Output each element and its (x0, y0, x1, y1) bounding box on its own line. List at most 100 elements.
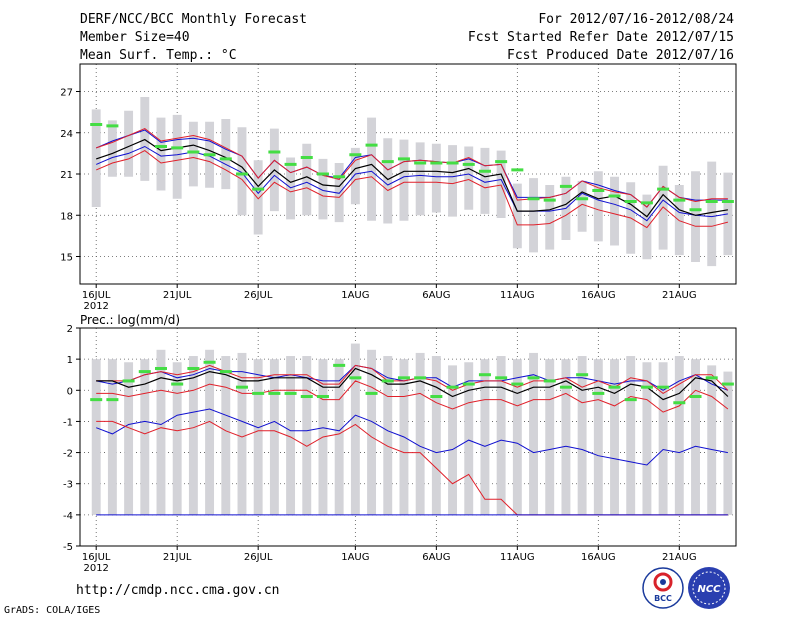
grads-credit: GrADS: COLA/IGES (4, 605, 101, 616)
ensemble-range-bar (302, 356, 312, 515)
observed-marker (203, 360, 216, 364)
ensemble-range-bar (480, 359, 490, 515)
ensemble-range-bar (221, 356, 231, 515)
observed-marker (252, 187, 265, 191)
observed-marker (608, 194, 621, 198)
ensemble-range-bar (302, 143, 312, 216)
member-size: Member Size=40 (80, 30, 190, 45)
chart-title: DERF/NCC/BCC Monthly Forecast (80, 12, 307, 27)
observed-marker (576, 197, 589, 201)
ensemble-range-bar (691, 171, 700, 262)
ensemble-range-bar (448, 145, 457, 217)
observed-marker (414, 161, 427, 165)
precip-panel-title: Prec.: log(mm/d) (80, 313, 180, 327)
x-tick-label: 21AUG (662, 290, 697, 301)
observed-marker (219, 370, 232, 374)
observed-marker (608, 385, 621, 389)
ensemble-range-bar (480, 147, 490, 214)
svg-text:NCC: NCC (697, 584, 721, 595)
observed-marker (349, 153, 362, 157)
forecast-produced-date: Fcst Produced Date 2012/07/16 (507, 48, 734, 63)
observed-marker (559, 184, 572, 188)
ensemble-range-bar (593, 171, 603, 242)
observed-marker (689, 395, 702, 399)
lower-envelope-line (96, 408, 728, 466)
ensemble-range-bar (172, 114, 182, 199)
x-tick-label: 16AUG (581, 552, 616, 563)
observed-marker (673, 401, 686, 405)
observed-marker (349, 376, 362, 380)
mean-plus-sd-line (96, 364, 729, 394)
observed-marker (90, 398, 103, 402)
ensemble-range-bar (253, 359, 263, 515)
ensemble-range-bar (464, 362, 474, 515)
observed-marker (576, 373, 589, 377)
observed-marker (381, 379, 394, 383)
y-tick-label: -1 (63, 417, 73, 428)
observed-marker (171, 146, 184, 150)
observed-marker (235, 385, 248, 389)
ensemble-range-bar (286, 157, 296, 220)
observed-marker (365, 143, 378, 147)
ensemble-range-bar (464, 146, 474, 210)
observed-marker (478, 169, 491, 173)
ensemble-range-bar (577, 180, 587, 232)
observed-marker (657, 187, 670, 191)
observed-marker (365, 391, 378, 395)
observed-marker (511, 382, 524, 386)
observed-marker (268, 391, 281, 395)
ncc-logo: NCC (688, 567, 730, 609)
observed-marker (721, 382, 734, 386)
observed-marker (187, 366, 200, 370)
forecast-start-date: Fcst Started Refer Date 2012/07/15 (467, 30, 734, 45)
ensemble-range-bar (140, 359, 150, 515)
x-tick-label: 26JUL (244, 290, 273, 301)
observed-marker (397, 376, 410, 380)
y-tick-label: -4 (63, 511, 73, 522)
y-tick-label: -5 (63, 542, 73, 553)
x-tick-label: 21JUL (163, 552, 192, 563)
ensemble-range-bar (205, 349, 215, 515)
x-tick-label: 6AUG (422, 290, 450, 301)
observed-marker (414, 376, 427, 380)
ensemble-range-bar (512, 359, 522, 515)
ensemble-range-bar (674, 356, 684, 515)
ensemble-range-bar (253, 160, 263, 235)
source-url[interactable]: http://cmdp.ncc.cma.gov.cn (76, 583, 280, 598)
ensemble-range-bar (237, 127, 247, 216)
variable-label: Mean Surf. Temp.: °C (80, 48, 237, 63)
ensemble-range-bar (124, 362, 134, 515)
x-tick-label: 26JUL (244, 552, 273, 563)
observed-marker (495, 160, 508, 164)
ensemble-range-bar (723, 172, 733, 256)
observed-marker (527, 376, 540, 380)
observed-marker (138, 370, 151, 374)
observed-marker (624, 398, 637, 402)
ensemble-range-bar (286, 356, 296, 515)
ensemble-range-bar (529, 352, 538, 515)
y-tick-label: 18 (60, 211, 73, 222)
forecast-period: For 2012/07/16-2012/08/24 (538, 12, 734, 27)
observed-marker (640, 385, 653, 389)
ensemble-range-bar (626, 356, 636, 515)
observed-marker (543, 198, 556, 202)
observed-marker (462, 382, 475, 386)
ensemble-range-bar (723, 371, 733, 515)
ensemble-range-bar (496, 150, 506, 218)
observed-marker (462, 162, 475, 166)
observed-marker (673, 198, 686, 202)
ensemble-range-bar (448, 365, 457, 515)
observed-marker (171, 382, 184, 386)
x-tick-label: 16AUG (581, 290, 616, 301)
bcc-logo: BCC (642, 567, 684, 609)
ensemble-range-bar (188, 121, 198, 187)
ensemble-range-bar (188, 356, 198, 515)
observed-marker (705, 200, 718, 203)
observed-marker (705, 376, 718, 380)
observed-marker (187, 150, 200, 154)
x-tick-label: 6AUG (422, 552, 450, 563)
observed-marker (154, 145, 167, 148)
ensemble-range-bar (107, 120, 117, 177)
ensemble-range-bar (237, 352, 247, 515)
